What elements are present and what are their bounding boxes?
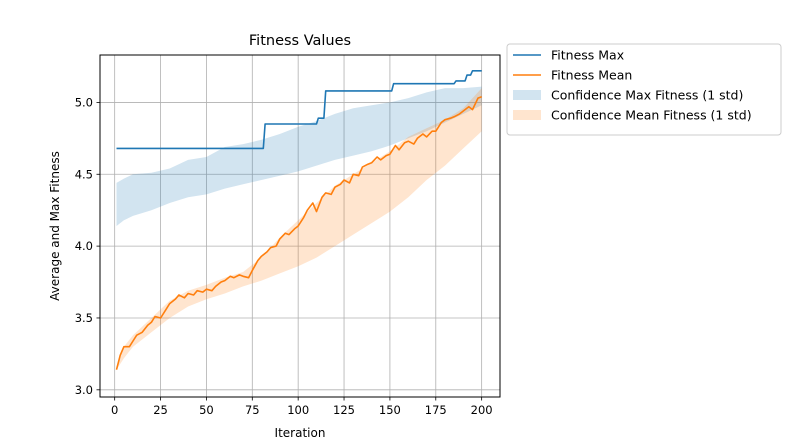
x-axis-label: Iteration xyxy=(275,426,326,440)
fitness-mean-line xyxy=(115,95,482,370)
x-tick-label: 50 xyxy=(199,403,214,417)
series-lines xyxy=(115,70,482,370)
legend-band-swatch xyxy=(513,90,541,100)
legend-item: Confidence Mean Fitness (1 std) xyxy=(513,108,752,123)
plot-frame xyxy=(99,54,501,398)
confidence-mean-band xyxy=(116,88,482,370)
fitness-max-line xyxy=(116,70,482,150)
x-tick-label: 200 xyxy=(471,403,493,417)
legend-label: Confidence Max Fitness (1 std) xyxy=(551,88,743,103)
x-tick-label: 150 xyxy=(379,403,401,417)
x-tick-label: 25 xyxy=(153,403,168,417)
legend-item: Confidence Max Fitness (1 std) xyxy=(513,88,743,103)
legend-label: Confidence Mean Fitness (1 std) xyxy=(551,108,752,123)
y-tick-label: 5.0 xyxy=(75,95,93,109)
legend-label: Fitness Mean xyxy=(551,68,632,83)
y-tick-label: 4.0 xyxy=(75,239,93,253)
x-tick-label: 175 xyxy=(425,403,447,417)
legend: Fitness Max Fitness Mean Confidence Max Fi… xyxy=(506,43,782,136)
y-axis-label: Average and Max Fitness xyxy=(48,151,62,301)
x-tick-label: 75 xyxy=(245,403,260,417)
legend-item: Fitness Mean xyxy=(513,68,632,83)
legend-label: Fitness Max xyxy=(551,48,624,63)
legend-box xyxy=(506,43,782,136)
legend-item: Fitness Max xyxy=(513,48,624,63)
confidence-bands xyxy=(116,86,482,370)
legend-band-swatch xyxy=(513,110,541,120)
y-tick-label: 4.5 xyxy=(75,167,93,181)
y-tick-label: 3.5 xyxy=(75,311,93,325)
x-tick-label: 100 xyxy=(287,403,309,417)
chart-title: Fitness Values xyxy=(249,33,351,49)
x-tick-label: 0 xyxy=(111,403,118,417)
confidence-max-band xyxy=(116,86,482,226)
y-tick-label: 3.0 xyxy=(75,383,93,397)
x-tick-label: 125 xyxy=(333,403,355,417)
axis-ticks: 0 25 50 75 100 125 150 175 200 3.0 3.5 4.0 4.5 5.0 xyxy=(75,95,493,417)
